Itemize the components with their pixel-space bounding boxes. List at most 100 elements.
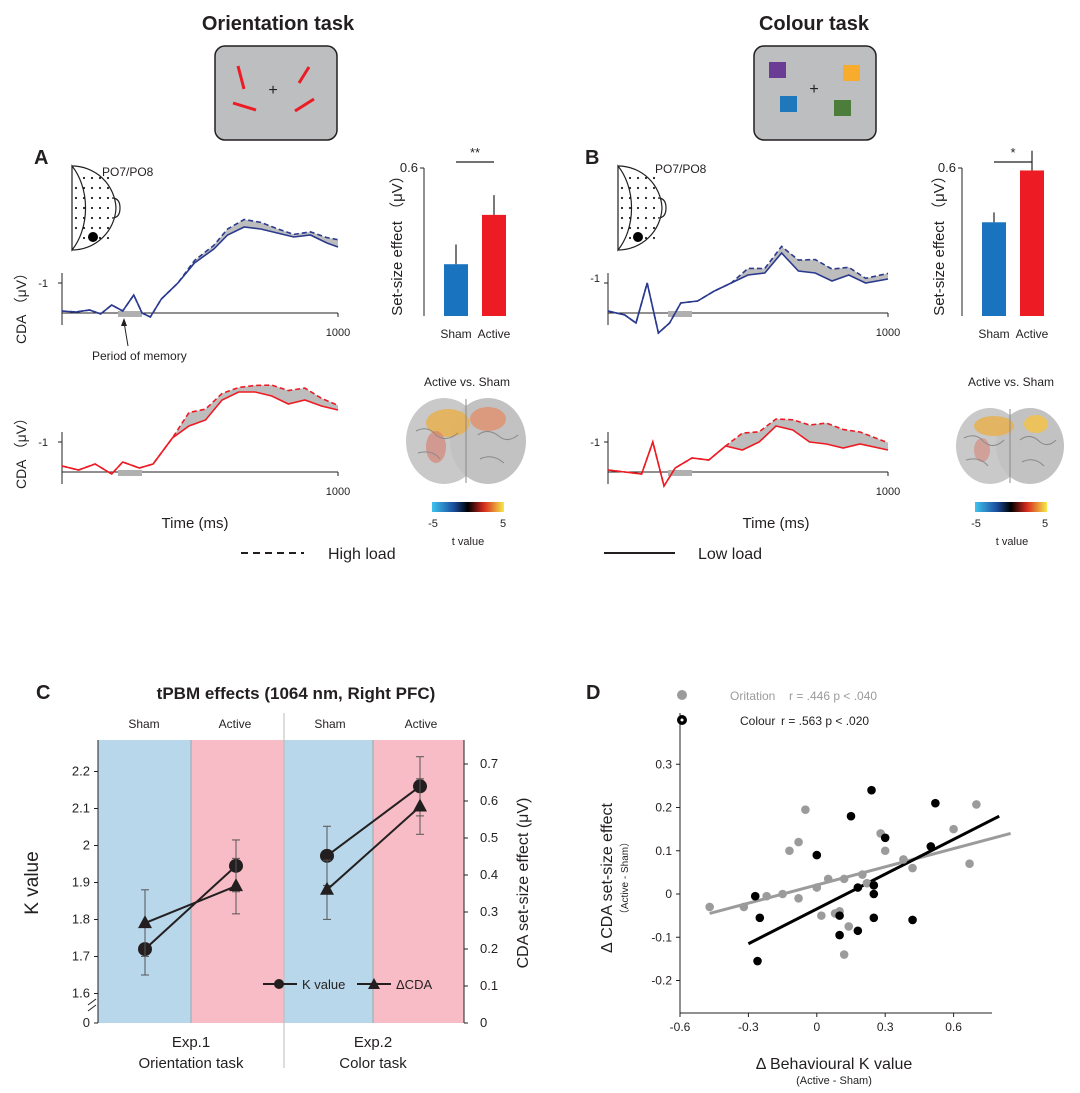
- electrode-dot: [620, 226, 624, 230]
- k-value-point: [320, 848, 334, 863]
- legend-colour-name: Colour: [740, 714, 775, 728]
- electrode-dot: [98, 236, 102, 240]
- right-tick-label: 0.3: [480, 904, 498, 919]
- fixation-cross: +: [809, 81, 818, 98]
- electrode-dot: [82, 226, 86, 230]
- bar: [444, 264, 468, 316]
- electrode-dot: [620, 216, 624, 220]
- x-tick-label: 0.6: [945, 1020, 962, 1034]
- panel-a-label: A: [34, 147, 48, 169]
- scatter-point: [839, 950, 849, 959]
- electrode-dot: [636, 176, 640, 180]
- significance-stars: **: [470, 145, 480, 160]
- left-axis-ticks: 2.2 2.1 2 1.9 1.8 1.7 1.6 0: [72, 740, 99, 1030]
- electrode-dot: [74, 186, 78, 190]
- delta-cda-point: [320, 881, 334, 895]
- scatter-point: [880, 833, 890, 843]
- difference-shading: [608, 246, 888, 333]
- electrode-dot: [74, 206, 78, 210]
- bar-category-label: Active: [1016, 327, 1049, 341]
- electrode-dot: [74, 196, 78, 200]
- group-label-line2: Orientation task: [138, 1055, 244, 1072]
- y-tick-label: -0.1: [651, 930, 672, 944]
- delta-cda-point: [138, 915, 152, 929]
- condition-label-active: Active: [405, 717, 438, 731]
- electrode-dot: [628, 226, 632, 230]
- scatter-point: [869, 881, 879, 890]
- electrode-dot: [106, 226, 110, 230]
- left-tick-label: 1.8: [72, 912, 90, 927]
- y-axis-label: Δ CDA set-size effect: [599, 802, 616, 953]
- high-load-trace: [61, 384, 339, 476]
- scatter-point: [835, 911, 844, 920]
- bar: [482, 214, 506, 316]
- scatter-point: [835, 930, 844, 940]
- electrode-dot: [628, 236, 632, 240]
- electrode-dot: [82, 236, 86, 240]
- electrode-dot: [74, 216, 78, 220]
- electrode-dot: [82, 196, 86, 200]
- condition-label-sham: Sham: [128, 717, 159, 731]
- electrode-dot: [644, 206, 648, 210]
- electrode-dot: [106, 186, 110, 190]
- cda-axis-label: CDA （μV）: [13, 266, 29, 344]
- group-label-line2: Color task: [339, 1055, 407, 1072]
- y-tick-label: -1: [38, 437, 48, 449]
- scatter-point: [908, 915, 917, 925]
- series-line: [144, 885, 237, 925]
- electrode-dot: [620, 196, 624, 200]
- electrode-dot: [620, 186, 624, 190]
- x-tick-label: 1000: [326, 327, 350, 339]
- y-tick-label: -1: [590, 437, 600, 449]
- legend-k-value: K value: [302, 977, 345, 992]
- y-tick-label: 0.3: [655, 757, 672, 771]
- condition-label-sham: Sham: [314, 717, 345, 731]
- x-tick-label: 0: [813, 1020, 820, 1034]
- group-label-line1: Exp.2: [354, 1034, 392, 1051]
- colour-task-title: Colour task: [759, 13, 870, 35]
- y-tick-label: 0.2: [655, 801, 672, 815]
- right-axis-ticks: 0.7 0.6 0.5 0.4 0.3 0.2 0.1 0: [463, 740, 498, 1030]
- right-tick-label: 0.2: [480, 941, 498, 956]
- panel-c-data: [138, 756, 427, 976]
- colour-stimulus-display: +: [753, 45, 877, 141]
- bar-y-axis-label: Set-size effect （μV）: [389, 168, 406, 316]
- brain-map: [956, 408, 1064, 484]
- scatter-point: [812, 850, 822, 860]
- bar-y-tick-label: 0.6: [400, 160, 418, 175]
- scatter-point: [839, 874, 849, 884]
- right-tick-label: 0.5: [480, 830, 498, 845]
- scatter-point: [880, 846, 890, 856]
- scatter-point: [817, 911, 826, 920]
- electrode-dot: [628, 216, 632, 220]
- y-tick-label: -0.2: [651, 974, 672, 988]
- x-tick-label: 1000: [876, 327, 900, 339]
- scatter-point: [846, 811, 856, 821]
- memory-period-note: Period of memory: [92, 349, 187, 363]
- scatter-point: [867, 785, 876, 795]
- x-tick-label: 0.3: [877, 1020, 894, 1034]
- x-tick-label: 1000: [876, 486, 900, 498]
- scatter-point: [853, 926, 863, 936]
- memory-period-bar: [118, 470, 142, 476]
- head-electrode-map: [71, 164, 121, 252]
- left-tick-label: 2: [83, 838, 90, 853]
- electrode-dot: [644, 236, 648, 240]
- bar-category-label: Sham: [978, 327, 1009, 341]
- scatter-point: [801, 805, 810, 814]
- left-tick-label: 1.6: [72, 986, 90, 1001]
- scatter-point: [899, 855, 908, 864]
- electrode-dot: [628, 176, 632, 180]
- electrode-dot: [82, 216, 86, 220]
- scatter-point: [926, 842, 936, 851]
- electrode-dot: [652, 226, 656, 230]
- electrode-dot: [74, 226, 78, 230]
- scatter-point: [844, 922, 854, 931]
- right-tick-label: 0.6: [480, 793, 498, 808]
- panel-d-label: D: [586, 682, 600, 704]
- electrode-dot: [98, 226, 102, 230]
- legend-delta-cda: ΔCDA: [396, 977, 432, 992]
- electrode-dot: [106, 176, 110, 180]
- scatter-plot: -0.6 -0.3 0 0.3 0.6 0.3 0.2 0.1 0 -0.1 -0.2: [651, 713, 1011, 1034]
